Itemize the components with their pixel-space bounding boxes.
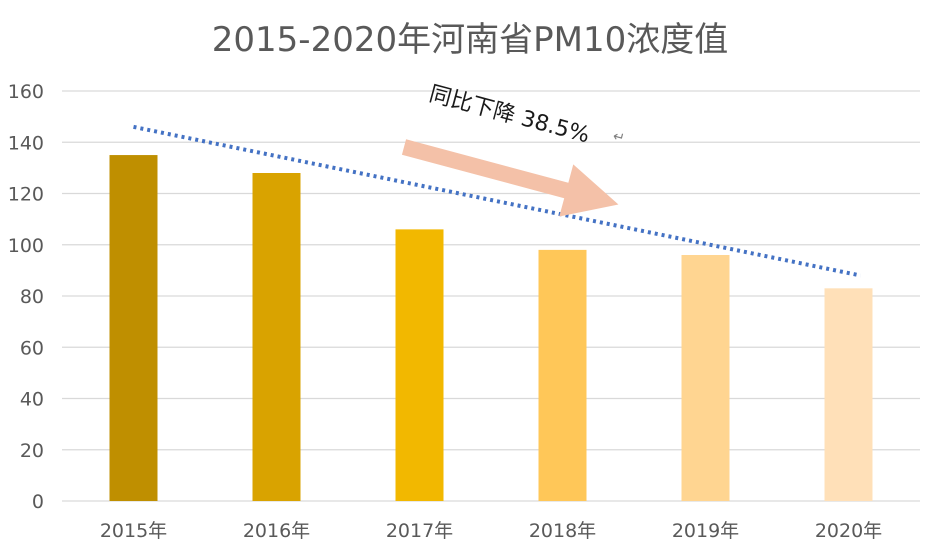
arrow-shape [401,139,619,217]
text-cursor-icon: ↵ [611,128,626,146]
x-tick-label: 2016年 [243,520,310,542]
x-tick-label: 2019年 [672,520,739,542]
y-tick-label: 120 [8,184,44,206]
bars [109,155,873,501]
bar-2019年 [681,255,730,501]
y-tick-label: 0 [32,491,44,513]
chart-title: 2015-2020年河南省PM10浓度值 [211,20,729,60]
gridlines [62,90,920,502]
y-tick-label: 20 [20,440,44,462]
bar-2016年 [252,173,301,501]
trendline [133,124,861,278]
y-tick-label: 60 [20,337,44,359]
y-tick-label: 40 [20,389,44,411]
bar-2015年 [109,155,158,501]
y-axis-tick-labels: 0 20 40 60 80 100 120 140 160 [8,81,44,513]
trendline-layer [133,124,861,278]
x-tick-label: 2020年 [815,520,882,542]
x-tick-label: 2018年 [529,520,596,542]
x-axis-tick-labels: 2015年 2016年 2017年 2018年 2019年 2020年 [100,520,882,542]
x-tick-label: 2017年 [386,520,453,542]
y-tick-label: 100 [8,235,44,257]
annotation-label: 同比下降 38.5% [426,82,592,149]
x-tick-label: 2015年 [100,520,167,542]
y-tick-label: 140 [8,132,44,154]
bar-2017年 [395,229,444,501]
bar-2018年 [538,249,587,501]
annotation-layer: 同比下降 38.5% ↵ [401,82,626,217]
trend-arrow [401,139,619,217]
y-tick-label: 80 [20,286,44,308]
y-tick-label: 160 [8,81,44,103]
bar-2020年 [824,288,873,501]
